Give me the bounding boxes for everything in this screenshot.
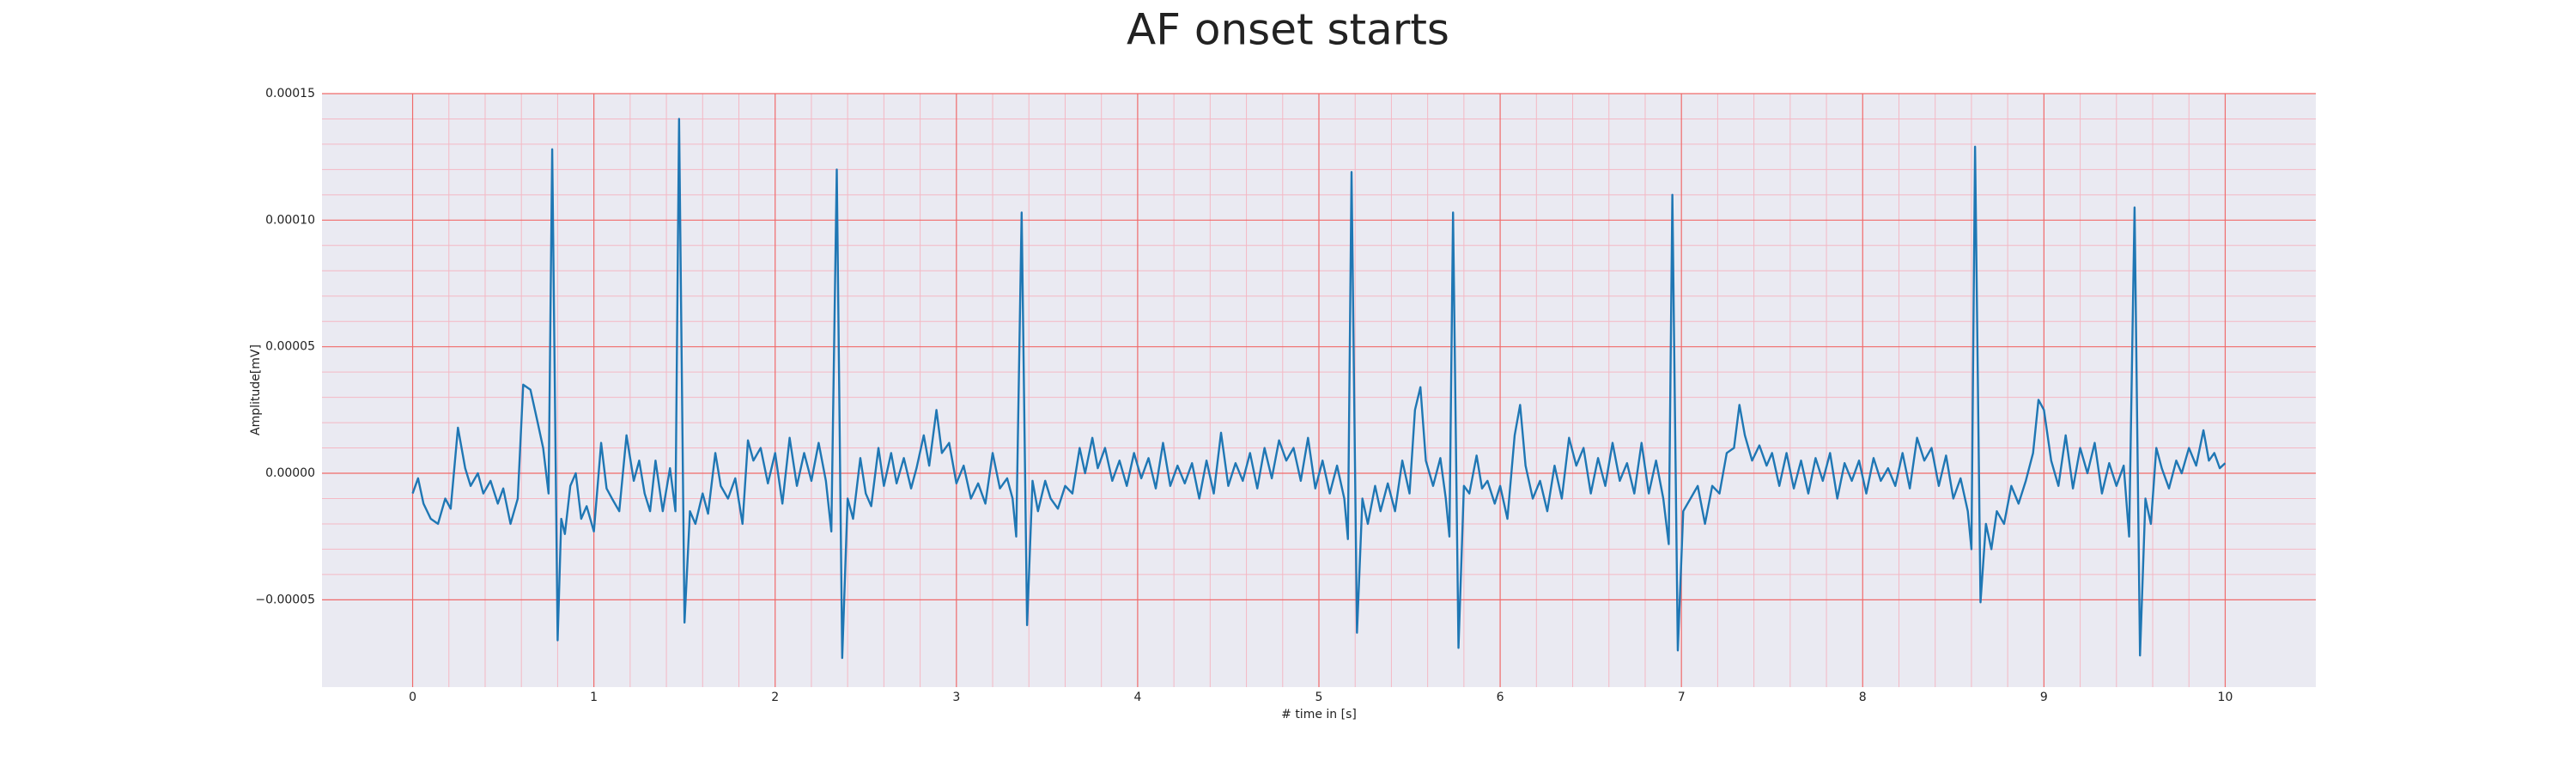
chart-title: AF onset starts (1127, 5, 1449, 55)
x-tick-label: 7 (1678, 691, 1686, 704)
x-tick-label: 3 (952, 691, 960, 704)
y-tick-label: 0.00000 (265, 466, 315, 480)
x-tick-label: 6 (1497, 691, 1504, 704)
y-tick-label: 0.00010 (265, 213, 315, 227)
ecg-line (411, 118, 2227, 660)
x-tick-label: 8 (1859, 691, 1867, 704)
x-tick-label: 2 (771, 691, 779, 704)
y-tick-label: 0.00015 (265, 87, 315, 100)
y-tick-label: 0.00005 (265, 340, 315, 354)
x-tick-label: 9 (2040, 691, 2048, 704)
y-tick-label: −0.00005 (255, 593, 315, 606)
x-tick-label: 10 (2218, 691, 2233, 704)
x-tick-label: 1 (590, 691, 598, 704)
x-axis-label: # time in [s] (1281, 708, 1357, 721)
x-tick-label: 5 (1315, 691, 1323, 704)
y-axis-label: Amplitude[mV] (249, 344, 263, 435)
x-tick-label: 0 (409, 691, 416, 704)
x-tick-label: 4 (1133, 691, 1141, 704)
